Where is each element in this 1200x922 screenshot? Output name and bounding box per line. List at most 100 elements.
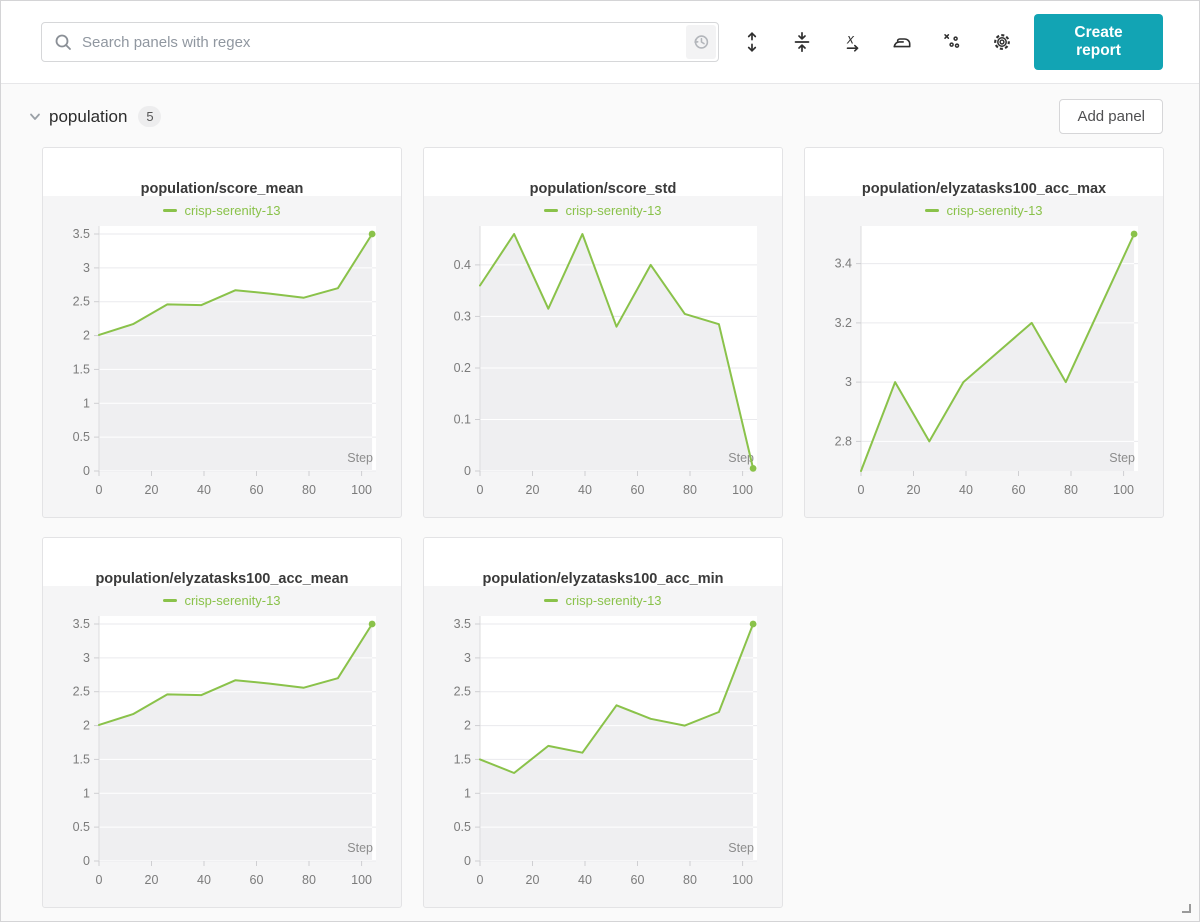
svg-text:0.5: 0.5 bbox=[454, 820, 471, 834]
line-chart: 0 0.1 0.2 0.3 0.4 0 20 40 60 80 100 Step bbox=[454, 226, 757, 497]
svg-text:20: 20 bbox=[145, 873, 159, 887]
svg-text:3.2: 3.2 bbox=[835, 316, 852, 330]
svg-text:80: 80 bbox=[302, 873, 316, 887]
line-chart: 0 0.5 1 1.5 2 2.5 3 3.5 0 20 40 60 80 100 Step bbox=[73, 616, 376, 887]
svg-text:Step: Step bbox=[728, 451, 754, 465]
svg-text:Step: Step bbox=[347, 451, 373, 465]
svg-text:60: 60 bbox=[250, 873, 264, 887]
legend-line-swatch bbox=[544, 598, 559, 602]
search-icon bbox=[51, 30, 75, 54]
legend-run-name: crisp-serenity-13 bbox=[565, 592, 662, 608]
svg-text:40: 40 bbox=[197, 483, 211, 497]
chart-panel-header: population/elyzatasks100_acc_max bbox=[805, 148, 1163, 197]
chart-panel[interactable]: population/elyzatasks100_acc_min crisp-se… bbox=[423, 537, 783, 908]
svg-text:40: 40 bbox=[578, 873, 592, 887]
line-chart: 0 0.5 1 1.5 2 2.5 3 3.5 0 20 40 60 80 100 Step bbox=[454, 616, 757, 887]
svg-text:40: 40 bbox=[578, 483, 592, 497]
svg-text:100: 100 bbox=[1113, 483, 1134, 497]
chart-legend[interactable]: crisp-serenity-13 bbox=[805, 201, 1163, 219]
legend-line-swatch bbox=[163, 208, 178, 212]
svg-text:3: 3 bbox=[464, 651, 471, 665]
svg-text:1: 1 bbox=[464, 786, 471, 800]
search-input[interactable] bbox=[41, 22, 719, 62]
expand-vertical-icon[interactable] bbox=[737, 27, 767, 57]
legend-run-name: crisp-serenity-13 bbox=[946, 202, 1043, 218]
svg-text:0: 0 bbox=[464, 464, 471, 478]
collapse-vertical-icon[interactable] bbox=[787, 27, 817, 57]
svg-text:20: 20 bbox=[145, 483, 159, 497]
svg-text:20: 20 bbox=[526, 873, 540, 887]
svg-text:0.1: 0.1 bbox=[454, 413, 471, 427]
settings-gear-icon[interactable] bbox=[987, 27, 1017, 57]
svg-text:0: 0 bbox=[83, 854, 90, 868]
svg-text:100: 100 bbox=[732, 873, 753, 887]
chart-legend[interactable]: crisp-serenity-13 bbox=[424, 201, 782, 219]
chart-panel-header: population/elyzatasks100_acc_mean bbox=[43, 538, 401, 587]
chart-panel-header: population/score_std bbox=[424, 148, 782, 197]
chart-panel[interactable]: population/elyzatasks100_acc_mean crisp-s… bbox=[42, 537, 402, 908]
svg-text:0.2: 0.2 bbox=[454, 361, 471, 375]
svg-text:0.5: 0.5 bbox=[73, 430, 90, 444]
svg-text:0.3: 0.3 bbox=[454, 309, 471, 323]
svg-text:2: 2 bbox=[83, 719, 90, 733]
chart-panel-header: population/elyzatasks100_acc_min bbox=[424, 538, 782, 587]
svg-text:x: x bbox=[846, 32, 855, 47]
section-title[interactable]: population bbox=[49, 106, 128, 126]
svg-text:80: 80 bbox=[683, 483, 697, 497]
svg-text:60: 60 bbox=[631, 873, 645, 887]
svg-text:2.5: 2.5 bbox=[73, 295, 90, 309]
svg-text:3.5: 3.5 bbox=[454, 617, 471, 631]
chart-legend[interactable]: crisp-serenity-13 bbox=[43, 201, 401, 219]
svg-text:3: 3 bbox=[845, 375, 852, 389]
svg-text:2.5: 2.5 bbox=[73, 685, 90, 699]
legend-line-swatch bbox=[925, 208, 940, 212]
svg-text:3.5: 3.5 bbox=[73, 227, 90, 241]
panel-count-badge: 5 bbox=[138, 106, 162, 127]
svg-text:60: 60 bbox=[631, 483, 645, 497]
chevron-down-icon[interactable] bbox=[25, 107, 45, 127]
svg-text:2.8: 2.8 bbox=[835, 434, 852, 448]
svg-text:1: 1 bbox=[83, 786, 90, 800]
chart-panel[interactable]: population/elyzatasks100_acc_max crisp-se… bbox=[804, 147, 1164, 518]
resize-corner-icon[interactable] bbox=[1178, 900, 1192, 914]
svg-text:100: 100 bbox=[351, 873, 372, 887]
svg-text:1: 1 bbox=[83, 396, 90, 410]
svg-text:20: 20 bbox=[907, 483, 921, 497]
svg-text:1.5: 1.5 bbox=[73, 362, 90, 376]
svg-text:2: 2 bbox=[83, 329, 90, 343]
svg-text:80: 80 bbox=[1064, 483, 1078, 497]
svg-text:60: 60 bbox=[1012, 483, 1026, 497]
svg-text:0: 0 bbox=[83, 464, 90, 478]
chart-legend[interactable]: crisp-serenity-13 bbox=[43, 591, 401, 609]
svg-text:40: 40 bbox=[959, 483, 973, 497]
toolbar: x Create report bbox=[1, 1, 1199, 84]
history-icon[interactable] bbox=[686, 25, 716, 59]
chart-title: population/elyzatasks100_acc_min bbox=[482, 571, 724, 587]
add-panel-button[interactable]: Add panel bbox=[1059, 99, 1163, 134]
chart-legend[interactable]: crisp-serenity-13 bbox=[424, 591, 782, 609]
legend-run-name: crisp-serenity-13 bbox=[184, 592, 281, 608]
svg-text:0.4: 0.4 bbox=[454, 258, 471, 272]
smoothing-iron-icon[interactable] bbox=[887, 27, 917, 57]
svg-text:3: 3 bbox=[83, 651, 90, 665]
svg-text:20: 20 bbox=[526, 483, 540, 497]
line-chart: 0 0.5 1 1.5 2 2.5 3 3.5 0 20 40 60 80 100 Step bbox=[73, 226, 376, 497]
line-chart: 2.8 3 3.2 3.4 0 20 40 60 80 100 Step bbox=[835, 226, 1138, 497]
svg-text:60: 60 bbox=[250, 483, 264, 497]
svg-text:3: 3 bbox=[83, 261, 90, 275]
svg-text:80: 80 bbox=[683, 873, 697, 887]
outliers-icon[interactable] bbox=[937, 27, 967, 57]
svg-text:0: 0 bbox=[858, 483, 865, 497]
svg-text:0: 0 bbox=[96, 873, 103, 887]
create-report-button[interactable]: Create report bbox=[1034, 14, 1163, 70]
chart-panel[interactable]: population/score_mean crisp-serenity-13 0 0… bbox=[42, 147, 402, 518]
svg-text:0: 0 bbox=[477, 873, 484, 887]
legend-line-swatch bbox=[163, 598, 178, 602]
chart-title: population/score_std bbox=[529, 181, 677, 197]
x-axis-settings-icon[interactable]: x bbox=[837, 27, 867, 57]
svg-text:0: 0 bbox=[96, 483, 103, 497]
chart-panel-header: population/score_mean bbox=[43, 148, 401, 197]
chart-title: population/score_mean bbox=[140, 181, 304, 197]
chart-panel[interactable]: population/score_std crisp-serenity-13 0 0.… bbox=[423, 147, 783, 518]
